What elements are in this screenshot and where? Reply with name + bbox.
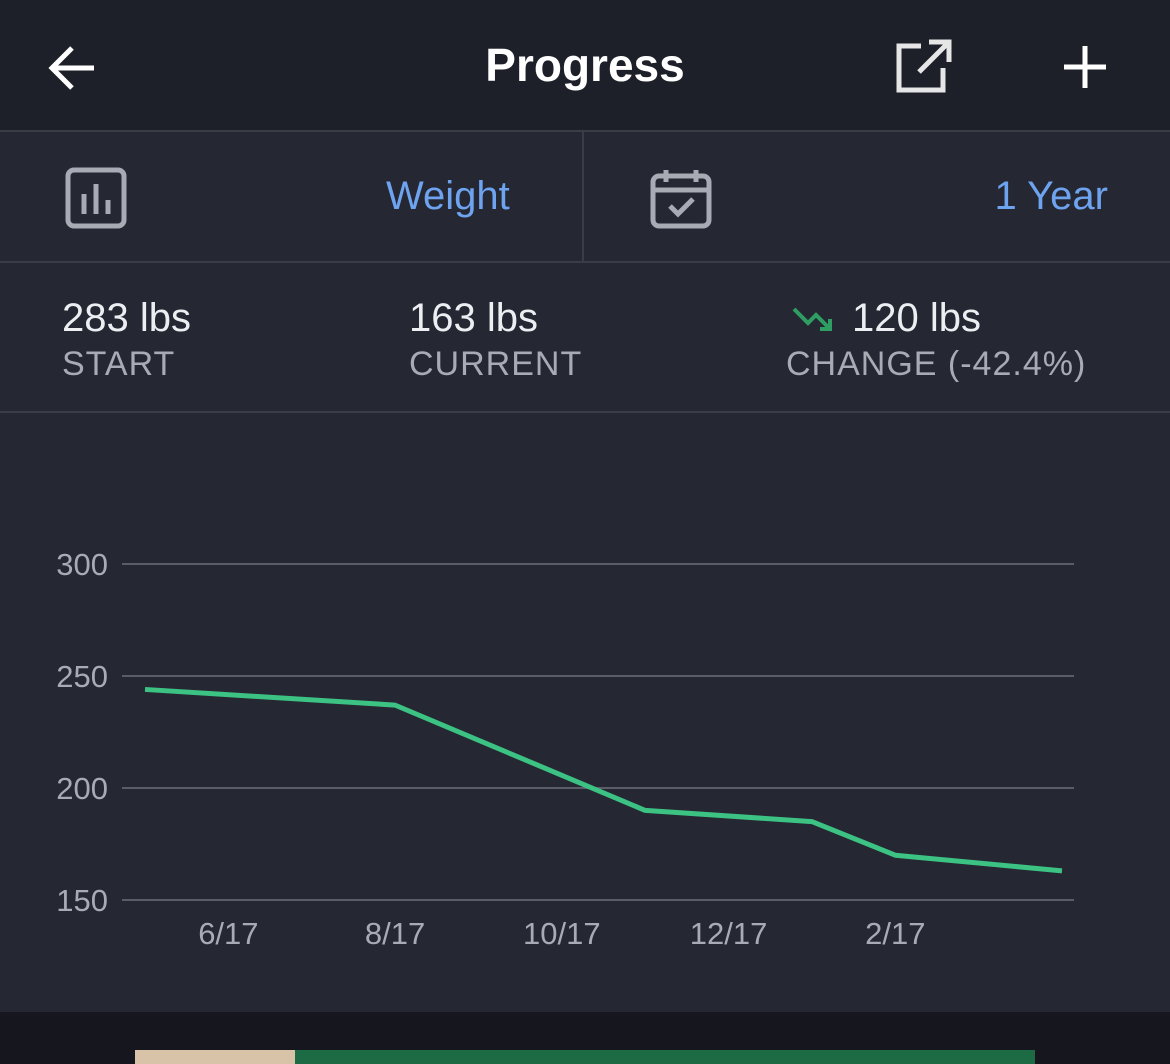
back-button[interactable]	[44, 40, 100, 96]
chart-icon	[65, 167, 127, 229]
chart: 150 200 250 300 6/17 8/17 10/17 12/17 2/17	[56, 547, 1074, 951]
y-tick-label: 150	[56, 883, 108, 918]
x-tick-label: 2/17	[865, 916, 925, 951]
current-label: CURRENT	[409, 345, 583, 383]
page-title: Progress	[485, 39, 685, 91]
y-tick-label: 250	[56, 659, 108, 694]
start-label: START	[62, 345, 176, 383]
change-value: 120 lbs	[852, 296, 981, 340]
change-label: CHANGE (-42.4%)	[786, 345, 1087, 383]
share-button[interactable]	[893, 36, 955, 96]
x-tick-label: 10/17	[523, 916, 601, 951]
top-bar	[0, 0, 1170, 132]
selector-row	[0, 132, 1170, 263]
divider	[582, 132, 584, 262]
summary-row	[0, 263, 1170, 413]
metric-selector[interactable]: Weight	[386, 174, 510, 218]
x-tick-label: 12/17	[690, 916, 768, 951]
add-button[interactable]	[1060, 42, 1110, 92]
y-tick-label: 300	[56, 547, 108, 582]
trend-icon	[792, 307, 832, 331]
current-value: 163 lbs	[409, 296, 538, 340]
ad-image	[135, 1050, 295, 1064]
range-selector[interactable]: 1 Year	[994, 174, 1108, 218]
x-tick-label: 6/17	[198, 916, 258, 951]
start-value: 283 lbs	[62, 296, 191, 340]
ad-banner[interactable]	[295, 1050, 1035, 1064]
x-tick-label: 8/17	[365, 916, 425, 951]
y-tick-label: 200	[56, 771, 108, 806]
calendar-icon	[650, 170, 712, 229]
data-line	[144, 686, 1063, 874]
